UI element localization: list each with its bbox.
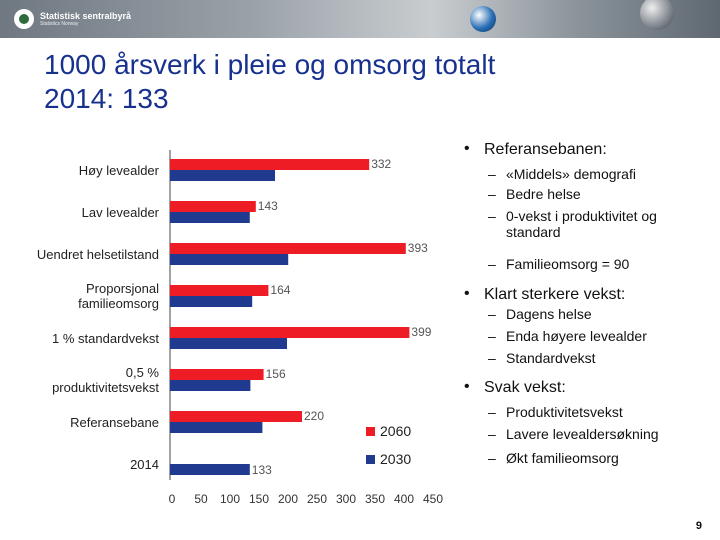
- dash-icon: –: [488, 350, 496, 366]
- bar-2060: [170, 369, 264, 380]
- dash-icon: –: [488, 166, 496, 182]
- category-label: 1 % standardvekst: [52, 330, 159, 346]
- legend-label: 2060: [380, 423, 411, 439]
- legend-swatch-2060: [366, 427, 375, 436]
- bar-2030: [170, 380, 251, 391]
- data-label: 399: [411, 325, 431, 339]
- page-number: 9: [695, 520, 702, 532]
- data-label: 133: [252, 463, 272, 477]
- logo-mark-icon: [14, 9, 34, 29]
- sub-bullet-text: Økt familieomsorg: [506, 450, 619, 466]
- bullet-dot-icon: •: [464, 140, 470, 157]
- bar-2030: [170, 296, 253, 307]
- bullet-text: Referansebanen:: [484, 141, 607, 158]
- category-label: Uendret helsetilstand: [36, 246, 159, 262]
- x-tick-label: 400: [394, 492, 414, 506]
- category-label: 0,5 % produktivitetsvekst: [52, 365, 159, 395]
- data-label: 164: [270, 283, 290, 297]
- bar-2060: [170, 327, 410, 338]
- data-label: 156: [266, 367, 286, 381]
- title-line-2: 2014: 133: [44, 83, 169, 114]
- bullet-text: Klart sterkere vekst:: [484, 286, 626, 303]
- bar-2060: [170, 411, 302, 422]
- bar-2060: [170, 201, 256, 212]
- dash-icon: –: [488, 450, 496, 466]
- dash-icon: –: [488, 208, 496, 224]
- x-tick-label: 100: [220, 492, 240, 506]
- data-label: 393: [408, 241, 428, 255]
- category-label: Høy levealder: [78, 162, 159, 178]
- logo-subtitle: Statistics Norway: [40, 21, 79, 27]
- dash-icon: –: [488, 306, 496, 322]
- x-tick-label: 0: [169, 492, 176, 506]
- dash-icon: –: [488, 256, 496, 272]
- dash-icon: –: [488, 186, 496, 202]
- x-tick-label: 250: [307, 492, 327, 506]
- bar-2060: [170, 159, 370, 170]
- data-label: 332: [371, 157, 391, 171]
- category-label: Proporsjonal familieomsorg: [78, 281, 159, 311]
- sub-bullet-text: 0-vekst i produktivitet og standard: [506, 208, 657, 240]
- data-label: 220: [304, 409, 324, 423]
- legend-swatch-2030: [366, 455, 375, 464]
- bar-2060: [170, 285, 269, 296]
- dash-icon: –: [488, 328, 496, 344]
- x-tick-label: 50: [194, 492, 208, 506]
- category-label: Referansebane: [70, 414, 159, 430]
- x-tick-label: 300: [336, 492, 356, 506]
- sub-bullet-text: Lavere levealdersøkning: [506, 426, 659, 442]
- category-label: Lav levealder: [81, 204, 159, 220]
- decorative-sphere: [470, 6, 496, 32]
- x-tick-label: 200: [278, 492, 298, 506]
- x-tick-label: 150: [249, 492, 269, 506]
- sub-bullet-text: «Middels» demografi: [506, 166, 636, 182]
- sub-bullet-text: Standardvekst: [506, 350, 596, 366]
- bar-2030: [170, 254, 289, 265]
- bullet-dot-icon: •: [464, 285, 470, 302]
- x-tick-label: 450: [423, 492, 443, 506]
- bar-2030: [170, 464, 250, 475]
- category-label: 2014: [130, 456, 159, 472]
- sub-bullet-text: Dagens helse: [506, 306, 592, 322]
- bar-2030: [170, 422, 263, 433]
- dash-icon: –: [488, 404, 496, 420]
- logo-name: Statistisk sentralbyrå: [40, 11, 132, 21]
- bar-2060: [170, 243, 406, 254]
- sub-bullet-text: Produktivitetsvekst: [506, 404, 623, 420]
- title-line-1: 1000 årsverk i pleie og omsorg totalt: [44, 49, 496, 80]
- bar-2030: [170, 338, 287, 349]
- bullet-text: Svak vekst:: [484, 379, 566, 396]
- bar-2030: [170, 212, 250, 223]
- page-title: 1000 årsverk i pleie og omsorg totalt 20…: [44, 48, 644, 116]
- sub-bullet-text: Familieomsorg = 90: [506, 256, 630, 272]
- x-tick-label: 350: [365, 492, 385, 506]
- sub-bullet-text: Enda høyere levealder: [506, 328, 647, 344]
- logo: Statistisk sentralbyrå Statistics Norway: [14, 9, 131, 29]
- bullet-dot-icon: •: [464, 378, 470, 395]
- legend-label: 2030: [380, 451, 411, 467]
- decorative-sphere: [640, 0, 674, 30]
- dash-icon: –: [488, 426, 496, 442]
- sub-bullet-text: Bedre helse: [506, 186, 581, 202]
- bar-2030: [170, 170, 275, 181]
- header-banner: Statistisk sentralbyrå Statistics Norway: [0, 0, 720, 38]
- data-label: 143: [258, 199, 278, 213]
